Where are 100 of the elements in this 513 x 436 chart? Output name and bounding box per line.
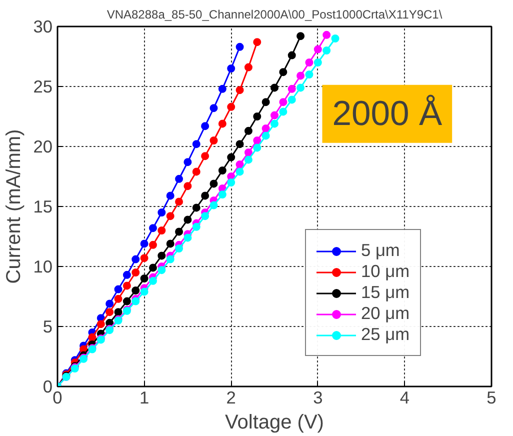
point: [296, 72, 305, 80]
point: [132, 255, 140, 264]
point: [218, 84, 226, 93]
legend-label: 10 μm: [361, 261, 410, 282]
point: [88, 333, 96, 342]
point: [244, 126, 252, 135]
legend-label: 25 μm: [361, 324, 410, 345]
point: [244, 148, 252, 156]
point: [322, 46, 331, 54]
point: [262, 98, 270, 106]
point: [322, 30, 331, 39]
point: [279, 68, 288, 76]
x-tick-label: 3: [313, 388, 323, 408]
point: [148, 276, 157, 285]
point: [158, 226, 166, 234]
point: [210, 136, 218, 144]
point: [253, 112, 262, 120]
y-tick-label: 30: [33, 16, 53, 36]
point: [175, 228, 184, 236]
point: [227, 64, 236, 72]
point: [253, 144, 262, 152]
point: [296, 84, 305, 92]
y-axis-title: Current (mA/mm): [3, 129, 26, 284]
point: [210, 104, 218, 112]
point: [175, 174, 184, 183]
point: [184, 158, 192, 166]
point: [122, 297, 131, 306]
point: [210, 180, 218, 188]
point: [114, 294, 122, 303]
point: [253, 38, 262, 46]
point: [253, 136, 262, 144]
point: [296, 32, 305, 40]
point: [227, 102, 236, 111]
point: [262, 124, 270, 132]
point: [106, 300, 114, 308]
point: [192, 204, 200, 212]
point: [192, 140, 200, 148]
point: [192, 222, 200, 231]
point: [114, 285, 122, 294]
point: [210, 201, 218, 210]
point: [227, 153, 236, 162]
point: [244, 156, 252, 164]
point: [132, 268, 140, 276]
point: [166, 255, 174, 264]
legend-label: 15 μm: [361, 282, 410, 303]
y-tick-label: 20: [33, 136, 53, 156]
point: [236, 160, 244, 168]
point: [140, 288, 148, 296]
point: [236, 168, 244, 176]
annotation: 2000 Å: [332, 94, 443, 133]
chart-title: VNA8288a_85-50_Channel2000A\00_Post1000Crta\X11Y9C1\: [106, 8, 443, 22]
point: [236, 42, 244, 51]
point: [122, 270, 131, 279]
x-tick-label: 5: [486, 388, 496, 408]
point: [279, 108, 288, 116]
point: [96, 320, 105, 328]
point: [279, 98, 288, 106]
point: [218, 166, 226, 174]
point: [148, 224, 157, 232]
point: [140, 254, 148, 262]
point: [331, 34, 340, 42]
point: [132, 297, 140, 306]
point: [140, 274, 148, 282]
y-tick-label: 5: [42, 316, 53, 336]
point: [106, 308, 114, 316]
point: [236, 86, 244, 94]
point: [201, 192, 210, 200]
point: [166, 212, 174, 220]
point: [314, 58, 322, 66]
point: [305, 58, 314, 66]
point: [175, 198, 184, 206]
x-axis-title: Voltage (V): [225, 412, 324, 434]
point: [288, 51, 296, 60]
point: [132, 286, 140, 294]
point: [218, 120, 226, 128]
point: [236, 140, 244, 148]
y-tick-label: 15: [33, 196, 53, 216]
legend-label: 5 μm: [361, 240, 400, 261]
point: [114, 308, 122, 316]
point: [140, 240, 148, 248]
point: [227, 178, 236, 186]
point: [270, 84, 278, 92]
point: [158, 266, 166, 274]
point: [201, 122, 210, 130]
point: [184, 234, 192, 242]
point: [270, 111, 278, 120]
x-tick-label: 4: [400, 388, 410, 408]
point: [314, 45, 322, 54]
point: [244, 63, 252, 72]
point: [270, 120, 278, 128]
point: [148, 264, 157, 272]
point: [218, 190, 226, 198]
point: [262, 132, 270, 140]
y-tick-label: 10: [33, 256, 53, 276]
legend-label: 20 μm: [361, 303, 410, 324]
x-tick-label: 1: [139, 388, 150, 408]
point: [184, 182, 192, 190]
point: [148, 240, 157, 249]
point: [184, 216, 192, 224]
point: [192, 168, 200, 176]
